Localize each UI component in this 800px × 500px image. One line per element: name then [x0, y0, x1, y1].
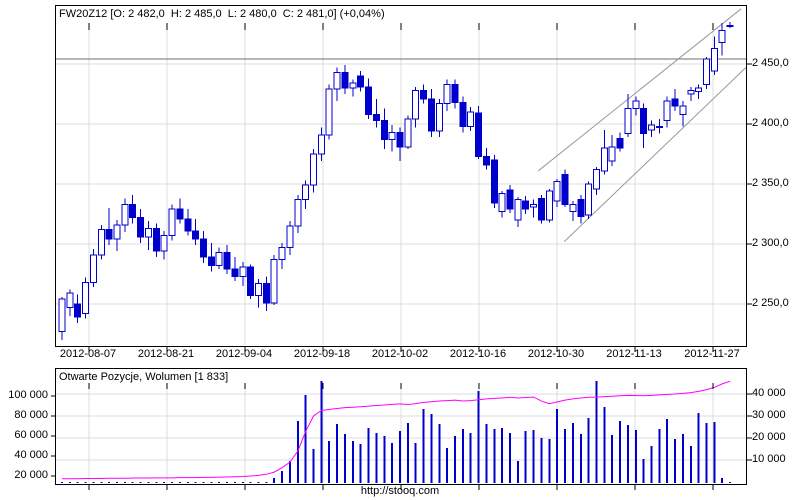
open-positions-axis-label: 40 000 — [752, 387, 786, 399]
volume-axis-label: 100 000 — [8, 389, 48, 401]
volume-panel-title: Otwarte Pozycje, Wolumen [1 833] — [59, 371, 229, 383]
date-axis-label: 2012-10-30 — [527, 348, 585, 360]
date-axis-label: 2012-09-18 — [293, 348, 351, 360]
volume-axis-label: 20 000 — [14, 469, 48, 481]
price-axis-label: 2 300,0 — [752, 237, 789, 249]
price-axis-label: 2 250,0 — [752, 297, 789, 309]
price-chart-panel: FW20Z12 [O: 2 482,0 H: 2 485,0 L: 2 480,… — [55, 5, 752, 352]
volume-axis-label: 60 000 — [14, 429, 48, 441]
volume-chart — [51, 380, 752, 490]
volume-axis-label: 40 000 — [14, 449, 48, 461]
open-positions-axis-label: 10 000 — [752, 453, 786, 465]
date-axis-label: 2012-11-27 — [684, 348, 740, 360]
open-positions-axis-label: 30 000 — [752, 409, 786, 421]
open-positions-axis-label: 20 000 — [752, 431, 786, 443]
price-axis-label: 2 450,0 — [752, 57, 789, 69]
date-axis-label: 2012-10-02 — [371, 348, 429, 360]
stooq-link[interactable]: http://stooq.com — [360, 485, 440, 497]
price-axis-label: 2 400,0 — [752, 117, 789, 129]
footer: http://stooq.com — [0, 485, 800, 497]
date-axis-label: 2012-08-07 — [59, 348, 117, 360]
volume-axis-label: 80 000 — [14, 409, 48, 421]
price-axis-label: 2 350,0 — [752, 177, 789, 189]
price-chart-title: FW20Z12 [O: 2 482,0 H: 2 485,0 L: 2 480,… — [59, 8, 385, 20]
date-axis-label: 2012-10-16 — [449, 348, 507, 360]
volume-panel: Otwarte Pozycje, Wolumen [1 833] — [51, 368, 752, 490]
date-axis-label: 2012-08-21 — [137, 348, 195, 360]
date-axis-label: 2012-09-04 — [215, 348, 273, 360]
date-axis-label: 2012-11-13 — [606, 348, 662, 360]
candlestick-chart — [56, 8, 752, 352]
